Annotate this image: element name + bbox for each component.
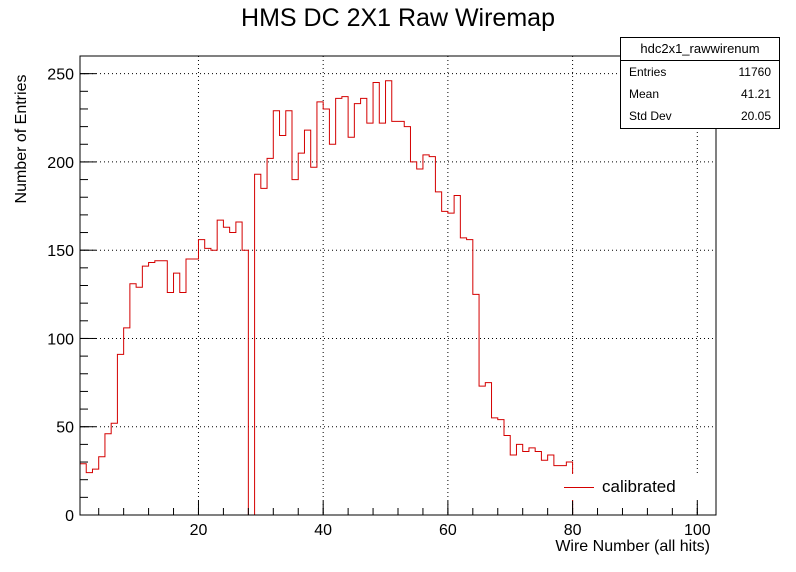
x-tick-label: 100 [684,522,711,539]
y-tick-label: 150 [47,243,74,260]
stats-mean-value: 41.21 [740,87,771,101]
x-tick-label: 20 [190,522,208,539]
x-axis-ticks: 20 40 60 80 100 [98,501,711,539]
x-axis-title: Wire Number (all hits) [555,538,710,555]
legend-swatch [564,486,594,488]
x-tick-label: 80 [564,522,582,539]
x-tick-label: 60 [439,522,457,539]
legend: calibrated [558,474,708,500]
stats-histogram-name: hdc2x1_rawwirenum [621,38,779,61]
y-tick-label: 0 [65,508,74,525]
stats-row-mean: Mean 41.21 [621,83,779,105]
y-axis-ticks: 0 50 100 150 200 250 [47,55,96,525]
stats-std-value: 20.05 [740,109,771,123]
stats-std-label: Std Dev [629,109,672,123]
stats-row-stddev: Std Dev 20.05 [621,105,779,127]
y-tick-label: 250 [47,67,74,84]
stats-row-entries: Entries 11760 [621,61,779,83]
stats-entries-label: Entries [629,65,667,79]
y-axis-title: Number of Entries [13,74,30,204]
y-tick-label: 100 [47,331,74,348]
grid-lines [80,56,716,515]
stats-mean-label: Mean [629,87,660,101]
histogram-series-calibrated [79,80,716,516]
stats-entries-value: 11760 [738,65,771,79]
y-tick-label: 200 [47,155,74,172]
x-tick-label: 40 [314,522,332,539]
y-tick-label: 50 [56,420,74,437]
chart-title: HMS DC 2X1 Raw Wiremap [241,4,555,32]
stats-box: hdc2x1_rawwirenum Entries 11760 Mean 41.… [620,37,780,129]
legend-label: calibrated [602,477,676,496]
